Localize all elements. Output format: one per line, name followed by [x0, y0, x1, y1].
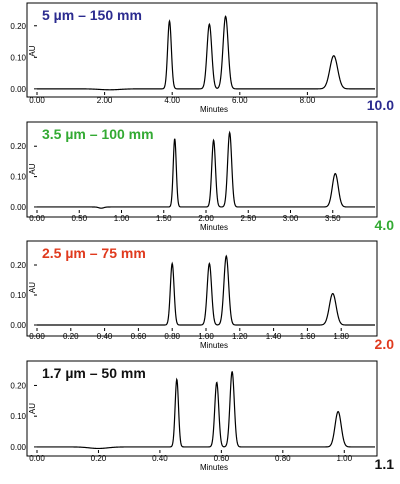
y-axis-label: AU [28, 282, 37, 293]
x-tick-label: 0.40 [152, 454, 168, 463]
y-axis-label: AU [28, 45, 37, 56]
x-tick-label: 0.00 [29, 454, 45, 463]
x-tick-label: 0.50 [71, 214, 87, 223]
y-axis-label: AU [28, 403, 37, 414]
y-tick-label: 0.00 [10, 203, 26, 212]
run-time-label: 1.1 [375, 456, 395, 472]
chromatogram-panel: 0.00 0.10 0.20 AU 0.00 0.20 0.40 0.60 0.80 1.00 1.… [10, 240, 395, 352]
y-tick-label: 0.10 [10, 291, 26, 300]
y-tick-label: 0.20 [10, 142, 26, 151]
y-tick-label: 0.20 [10, 261, 26, 270]
x-axis-label: Minutes [200, 105, 228, 114]
x-axis-label: Minutes [200, 223, 228, 232]
x-tick-label: 0.20 [63, 332, 79, 341]
x-axis-label: Minutes [200, 341, 228, 350]
chromatogram-panel: 0.00 0.10 0.20 AU 0.00 0.50 1.00 1.50 2.00 2.50 3.… [10, 121, 395, 233]
x-tick-label: 1.00 [336, 454, 352, 463]
x-tick-label: 3.00 [283, 214, 299, 223]
y-tick-label: 0.00 [10, 85, 26, 94]
x-tick-label: 4.00 [164, 96, 180, 105]
chromatogram-trace [37, 371, 375, 450]
panel-title: 5 µm – 150 mm [42, 7, 142, 23]
y-tick-label: 0.10 [10, 53, 26, 62]
chromatogram-trace [37, 254, 375, 326]
y-tick-label: 0.10 [10, 173, 26, 182]
y-axis-label: AU [28, 163, 37, 174]
x-tick-label: 0.40 [97, 332, 113, 341]
x-axis-label: Minutes [200, 463, 228, 472]
y-tick-label: 0.00 [10, 321, 26, 330]
x-tick-label: 1.00 [198, 332, 214, 341]
y-tick-label: 0.00 [10, 443, 26, 452]
x-tick-label: 3.50 [325, 214, 341, 223]
chromatogram-panel: 0.00 0.10 0.20 AU 0.00 0.20 0.40 0.60 0.80 1.00 Mi… [10, 360, 395, 472]
x-tick-label: 0.00 [29, 214, 45, 223]
panel-frame [26, 121, 378, 218]
x-tick-label: 2.00 [97, 96, 113, 105]
x-tick-label: 0.80 [275, 454, 291, 463]
chromatogram-panel: 0.00 0.10 0.20 AU 0.00 2.00 4.00 6.00 8.00 Minute… [10, 2, 394, 114]
panel-frame [26, 360, 378, 457]
x-tick-label: 1.00 [114, 214, 130, 223]
x-tick-label: 1.60 [300, 332, 316, 341]
y-tick-label: 0.20 [10, 22, 26, 31]
x-tick-label: 0.00 [29, 332, 45, 341]
x-tick-label: 2.50 [240, 214, 256, 223]
x-tick-label: 0.00 [29, 96, 45, 105]
chromatogram-trace [37, 130, 375, 209]
x-tick-label: 0.60 [214, 454, 230, 463]
x-tick-label: 0.20 [91, 454, 107, 463]
x-tick-label: 2.00 [198, 214, 214, 223]
panel-title: 2.5 µm – 75 mm [42, 245, 146, 261]
run-time-label: 4.0 [375, 217, 395, 233]
x-tick-label: 8.00 [300, 96, 316, 105]
panel-frame [26, 240, 378, 337]
y-tick-label: 0.20 [10, 381, 26, 390]
x-tick-label: 1.40 [266, 332, 282, 341]
x-tick-label: 0.60 [131, 332, 147, 341]
panel-title: 1.7 µm – 50 mm [42, 365, 146, 381]
run-time-label: 10.0 [367, 97, 394, 113]
x-tick-label: 6.00 [232, 96, 248, 105]
x-tick-label: 1.50 [156, 214, 172, 223]
x-tick-label: 1.20 [232, 332, 248, 341]
chromatogram-trace [37, 15, 375, 91]
x-tick-label: 1.80 [333, 332, 349, 341]
panel-frame [26, 2, 378, 98]
y-tick-label: 0.10 [10, 412, 26, 421]
panel-title: 3.5 µm – 100 mm [42, 126, 154, 142]
run-time-label: 2.0 [375, 336, 395, 352]
x-tick-label: 0.80 [164, 332, 180, 341]
